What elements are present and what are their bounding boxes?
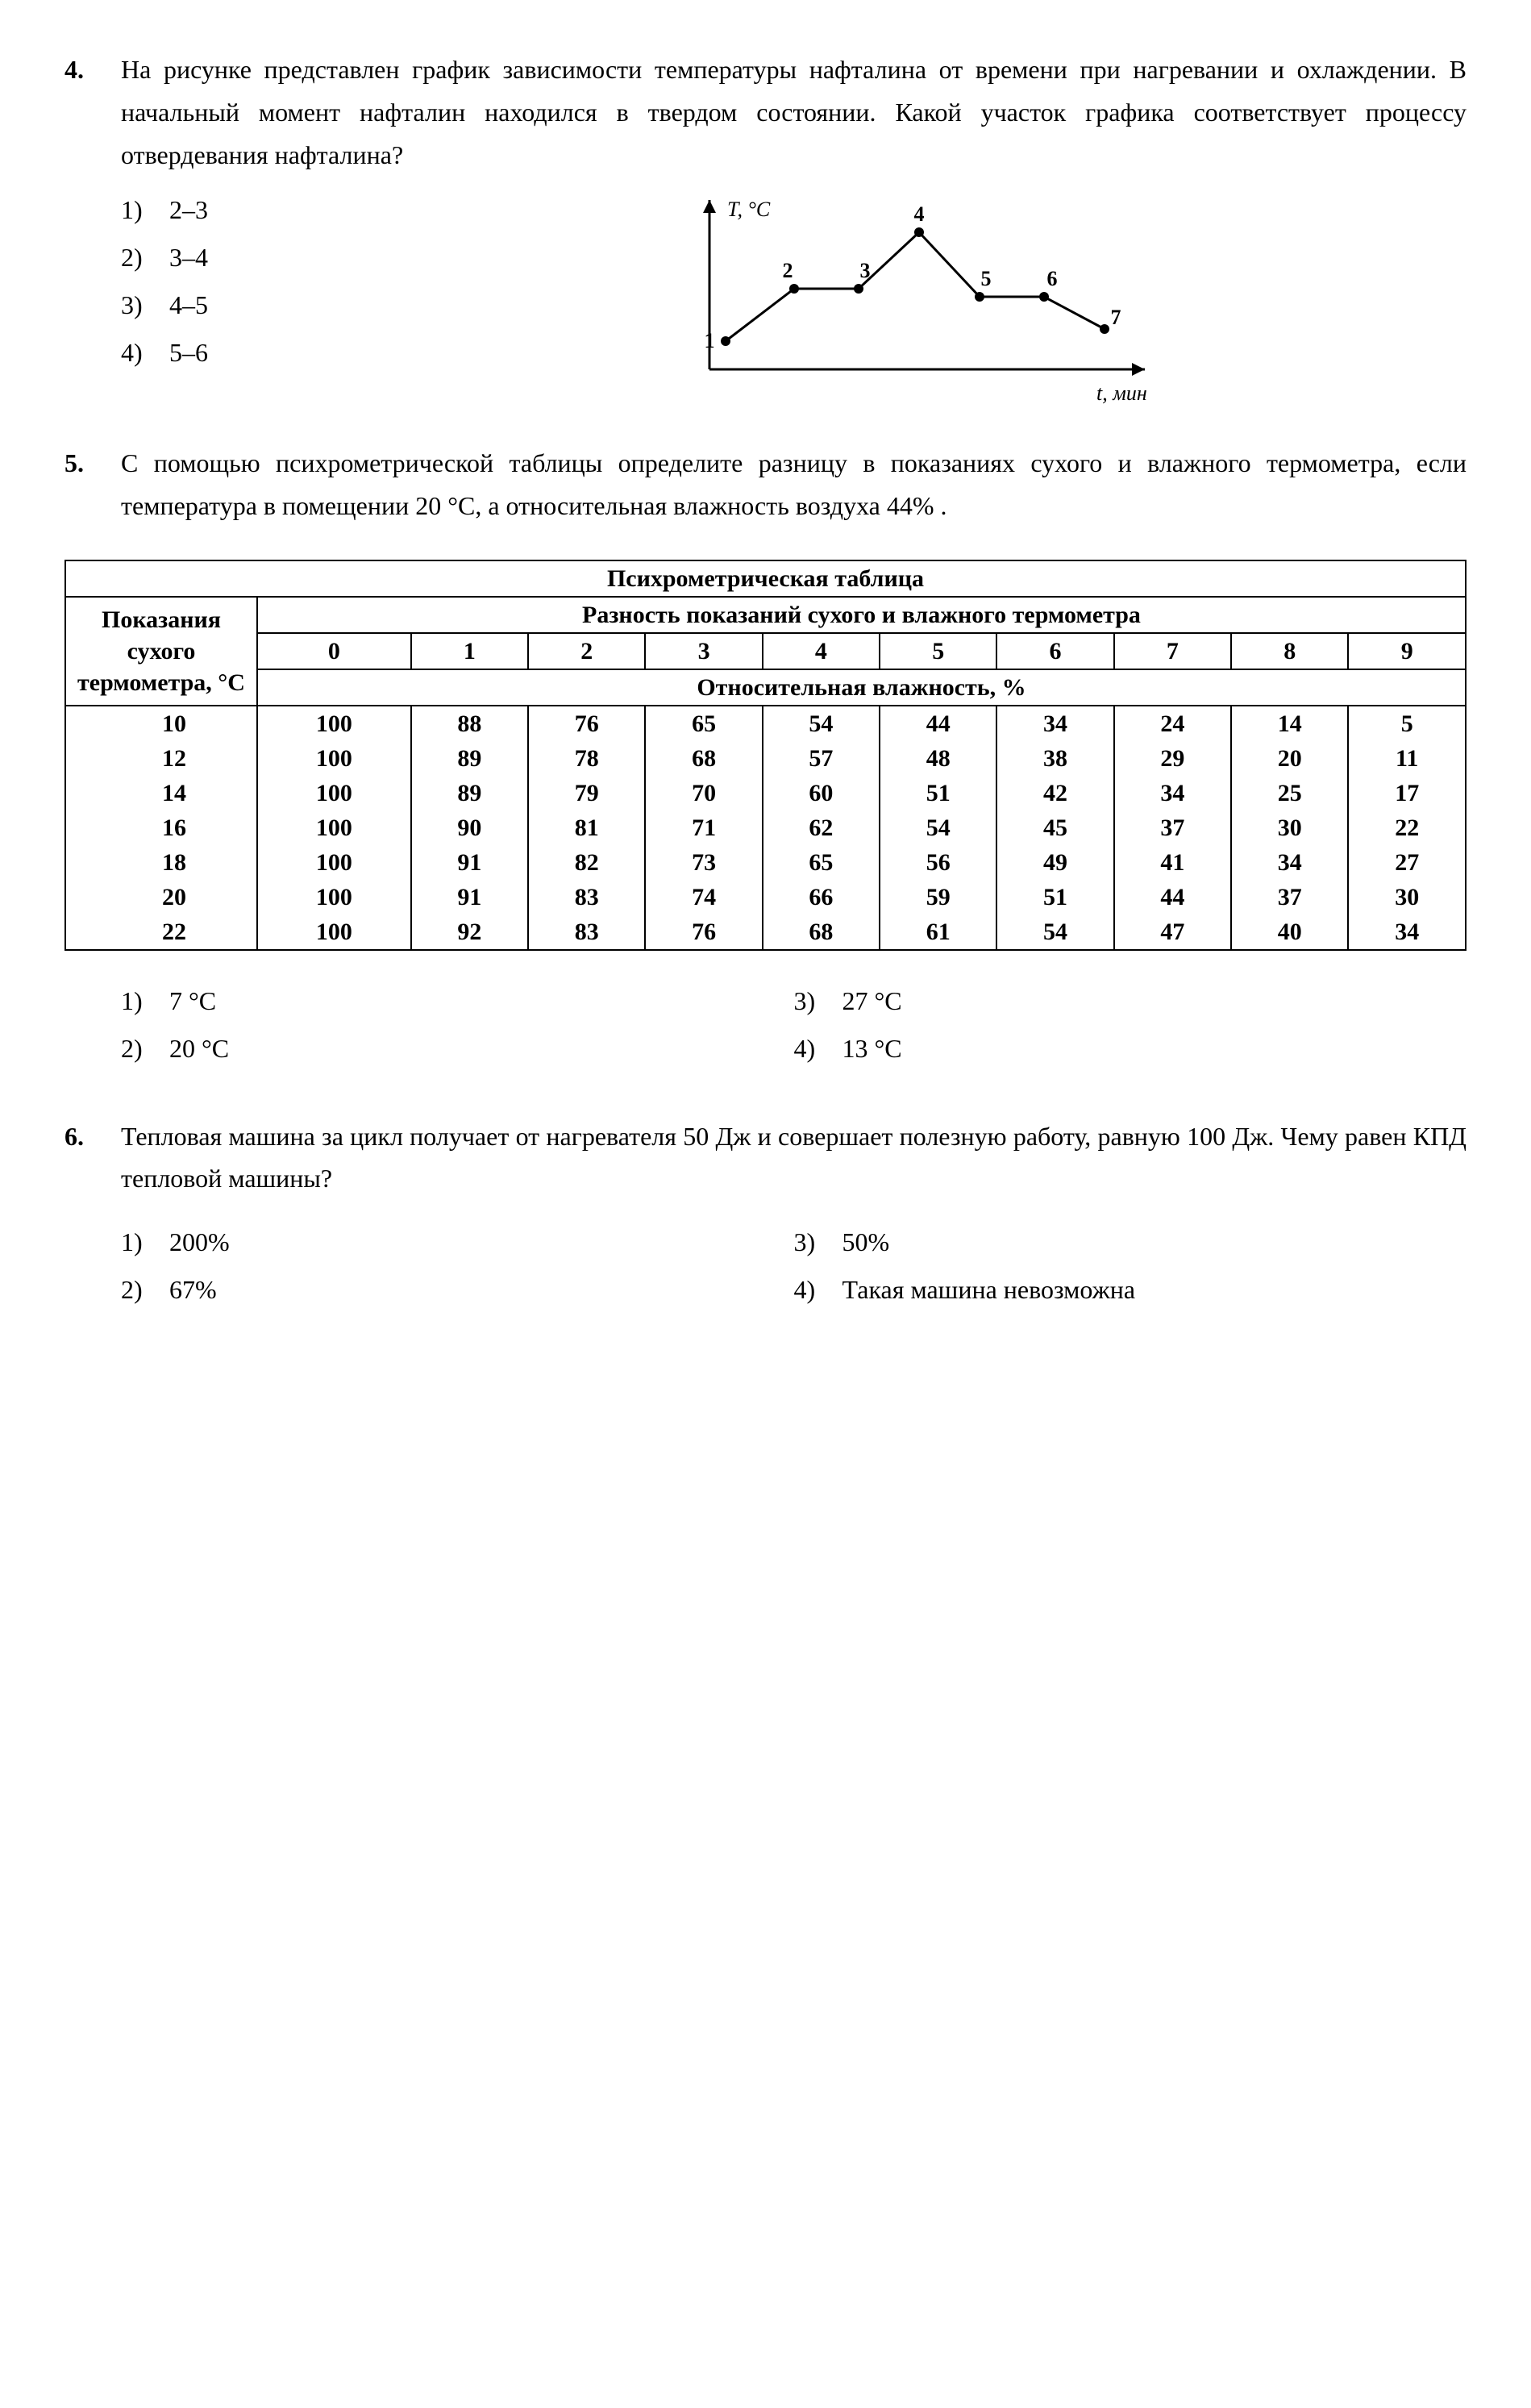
q6-text: Тепловая машина за цикл получает от нагр… [121, 1122, 1467, 1194]
svg-text:4: 4 [914, 202, 925, 226]
svg-text:5: 5 [981, 267, 992, 290]
q4-chart: 1 2 3 4 5 6 7 T, °C t, мин [677, 184, 1467, 410]
q4-opt-3: 3)4–5 [121, 284, 645, 327]
q4-number: 4. [64, 48, 121, 410]
q6-opt-4: 4)Такая машина невозможна [794, 1269, 1467, 1311]
q4-opt-4: 4)5–6 [121, 331, 645, 374]
svg-text:3: 3 [860, 259, 871, 282]
q5-text: С помощью психрометрической таблицы опре… [121, 448, 1467, 520]
temperature-chart: 1 2 3 4 5 6 7 T, °C t, мин [677, 184, 1177, 410]
q6-options: 1)200% 2)67% 3)50% 4)Такая машина невозм… [121, 1216, 1467, 1316]
q4-body: На рисунке представлен график зависимост… [121, 48, 1467, 410]
svg-text:1: 1 [705, 329, 715, 352]
q5-options-left: 1)7 °C 2)20 °C [121, 975, 794, 1075]
q6-opt-3: 3)50% [794, 1221, 1467, 1264]
q6-opt-2: 2)67% [121, 1269, 794, 1311]
q4-options-row: 1)2–3 2)3–4 3)4–5 4)5–6 1 2 3 4 5 6 7 T, °C t, м… [121, 184, 1467, 410]
q4-options: 1)2–3 2)3–4 3)4–5 4)5–6 [121, 184, 645, 378]
q5-options-right: 3)27 °C 4)13 °C [794, 975, 1467, 1075]
question-6: 6. Тепловая машина за цикл получает от н… [64, 1115, 1467, 1316]
q4-text: На рисунке представлен график зависимост… [121, 55, 1467, 169]
psychrometric-table: Психрометрическая таблицаПоказания сухог… [64, 560, 1467, 951]
q6-body: Тепловая машина за цикл получает от нагр… [121, 1115, 1467, 1316]
q5-number: 5. [64, 442, 121, 527]
q5-options: 1)7 °C 2)20 °C 3)27 °C 4)13 °C [121, 975, 1467, 1075]
q5-opt-2: 2)20 °C [121, 1027, 794, 1070]
q6-opt-1: 1)200% [121, 1221, 794, 1264]
q6-options-left: 1)200% 2)67% [121, 1216, 794, 1316]
svg-text:t, мин: t, мин [1096, 381, 1147, 405]
svg-text:6: 6 [1047, 267, 1058, 290]
q5-opt-1: 1)7 °C [121, 980, 794, 1023]
svg-text:2: 2 [783, 259, 793, 282]
svg-text:7: 7 [1111, 306, 1121, 329]
q5-opt-3: 3)27 °C [794, 980, 1467, 1023]
q4-opt-1: 1)2–3 [121, 189, 645, 231]
svg-text:T, °C: T, °C [727, 198, 771, 221]
q6-options-right: 3)50% 4)Такая машина невозможна [794, 1216, 1467, 1316]
question-5: 5. С помощью психрометрической таблицы о… [64, 442, 1467, 527]
q5-body: С помощью психрометрической таблицы опре… [121, 442, 1467, 527]
q6-number: 6. [64, 1115, 121, 1316]
q4-opt-2: 2)3–4 [121, 236, 645, 279]
question-4: 4. На рисунке представлен график зависим… [64, 48, 1467, 410]
q5-opt-4: 4)13 °C [794, 1027, 1467, 1070]
